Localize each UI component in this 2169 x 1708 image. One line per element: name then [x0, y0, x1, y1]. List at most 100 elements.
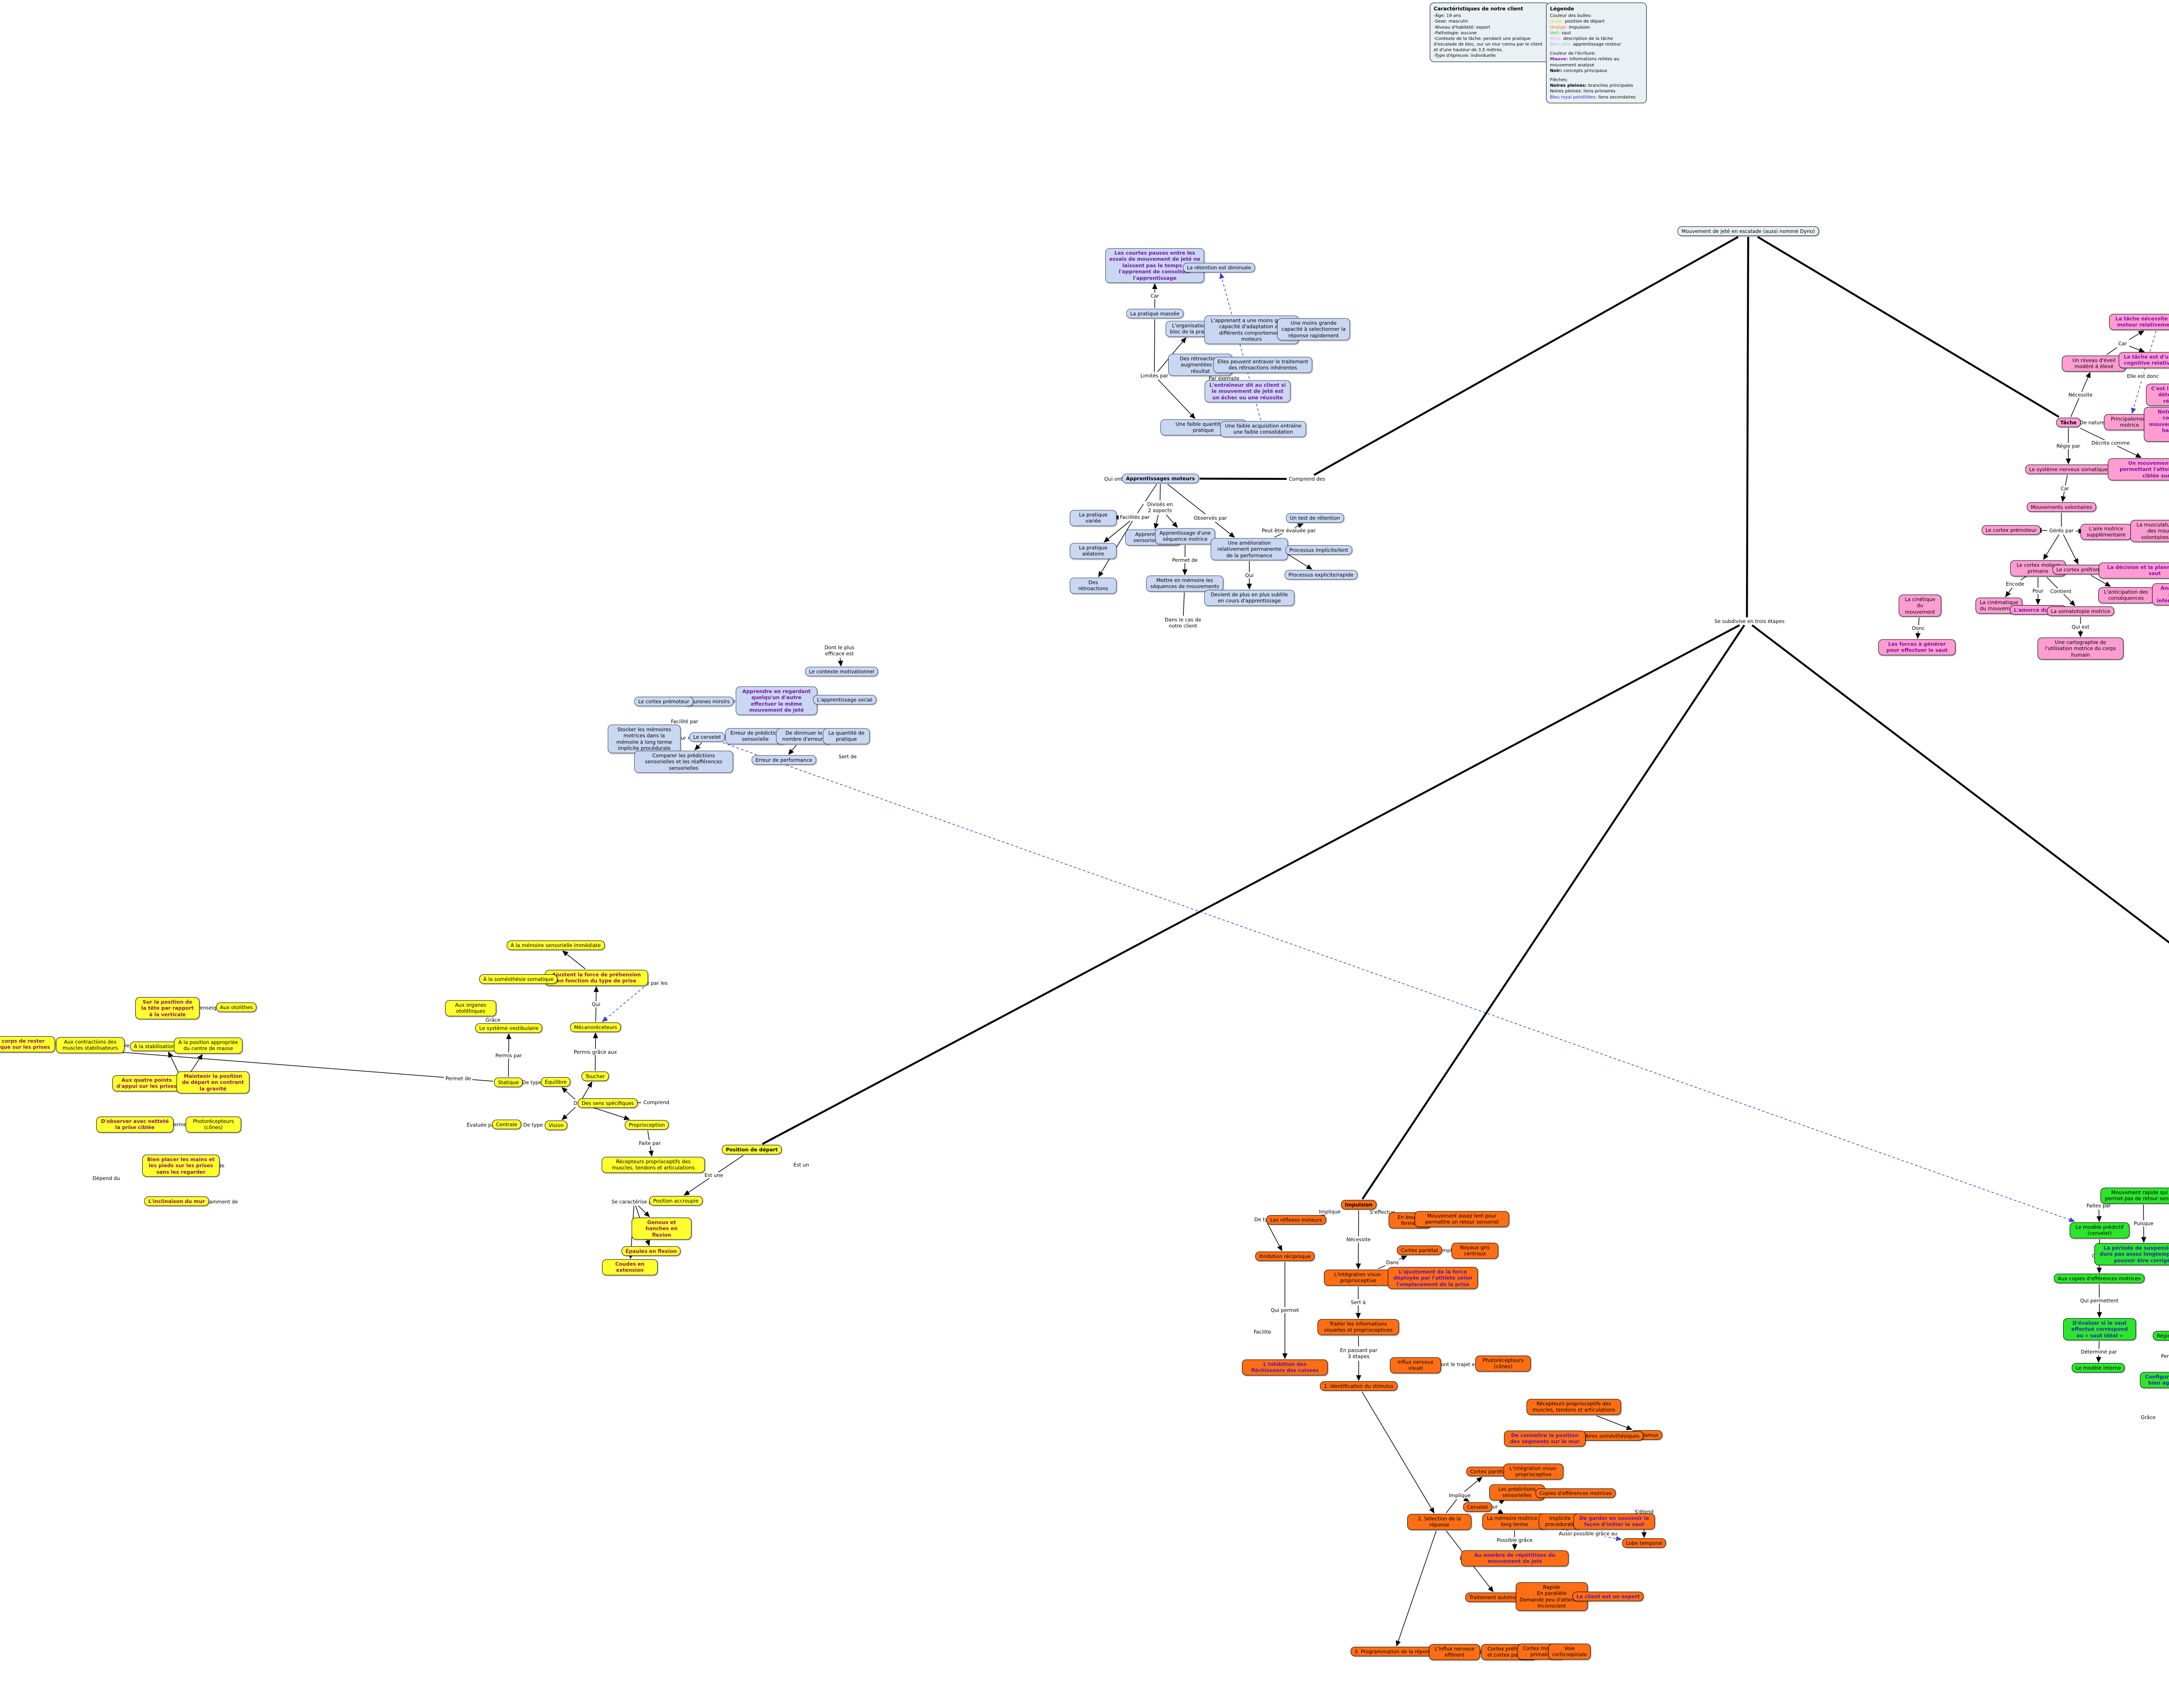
concept-node-b33[interactable]: La pratique aléatoire [1070, 543, 1117, 559]
concept-node-p13[interactable]: L'aire motrice supplémentaire [2081, 524, 2132, 540]
concept-node-y30[interactable]: Bien placer les mains et les pieds sur l… [142, 1154, 220, 1177]
concept-node-o1[interactable]: Impulsion [1341, 1200, 1376, 1210]
concept-node-o9[interactable]: Noyaux gris centraux [1451, 1242, 1498, 1259]
concept-node-o2[interactable]: Les réflexes moteurs [1266, 1215, 1326, 1225]
concept-node-b24[interactable]: Neurones miroirs [683, 696, 734, 707]
concept-node-b16[interactable]: Des rétroactions augmentées de résultat [1168, 354, 1232, 376]
concept-node-y25[interactable]: À la position appropriée du centre de ma… [174, 1037, 242, 1054]
concept-node-y2[interactable]: Position accroupie [649, 1196, 703, 1206]
concept-node-o_auto[interactable]: Traitement automatisé [1465, 1592, 1530, 1603]
concept-node-p7[interactable]: C'est l'exécution du saut qui détermine … [2146, 384, 2169, 406]
concept-node-p8[interactable]: Notre client est un expert, il connait d… [2144, 407, 2169, 442]
concept-node-o_lobe[interactable]: Lobe temporal [1622, 1538, 1666, 1548]
concept-node-b30[interactable]: La quantité de pratique [823, 728, 870, 744]
concept-node-y23[interactable]: Aux contractions des muscles stabilisate… [56, 1037, 125, 1053]
concept-node-o_mem[interactable]: La mémoire motrice à long terme [1482, 1513, 1546, 1530]
concept-node-o_cerv[interactable]: Cervelet [1463, 1502, 1492, 1512]
concept-node-p9[interactable]: Le système nerveux somatique [2025, 464, 2112, 475]
concept-node-p1[interactable]: Tâche [2056, 417, 2081, 428]
concept-node-p22[interactable]: La somatotopie motrice [2047, 606, 2114, 616]
concept-node-p24[interactable]: La cinétique du mouvement [1899, 594, 1941, 617]
concept-node-p12[interactable]: Le cortex prémoteur [1982, 525, 2041, 535]
concept-node-p3[interactable]: La tâche nécessite un contrôle moteur re… [2109, 314, 2169, 330]
concept-node-y26[interactable]: Aux quatre points d'appui sur les prises [112, 1075, 181, 1092]
concept-node-y20[interactable]: Aux otolithes [216, 1002, 257, 1013]
concept-node-o7b[interactable]: L'intégration visuo-proprioceptive [1504, 1463, 1563, 1480]
concept-node-y18[interactable]: Le système vestibulaire [475, 1023, 543, 1033]
concept-node-g14[interactable]: Aux copies d'efférences motrices [2054, 1273, 2145, 1284]
concept-node-y31[interactable]: L'inclinaison du mur [144, 1196, 209, 1206]
concept-node-o6[interactable]: Mouvement assez lent pour permettre un r… [1415, 1211, 1509, 1227]
concept-node-o12[interactable]: 1. Identification du stimulus [1320, 1381, 1398, 1391]
concept-node-y1[interactable]: Position de départ [722, 1144, 782, 1155]
concept-node-p10[interactable]: Un mouvement dynamique permettant l'atte… [2108, 458, 2169, 481]
concept-node-p23[interactable]: Une cartographie de l'utilisation motric… [2038, 637, 2123, 660]
concept-node-g11[interactable]: Mouvement rapide qui ne permet pas de re… [2100, 1187, 2169, 1204]
concept-node-y14[interactable]: À la somésthésie somatique [479, 974, 558, 984]
concept-node-o8b[interactable]: Cortex pariétal [1466, 1466, 1511, 1477]
concept-node-b31[interactable]: Comparer les prédictions sensorielles et… [634, 751, 733, 773]
concept-node-y28[interactable]: D'observer avec netteté la prise ciblée [96, 1116, 174, 1133]
concept-node-b9[interactable]: Devient de plus en plus subtile en cours… [1204, 590, 1294, 606]
concept-node-o4[interactable]: L'inhibition des fléchisseurs des cuisse… [1242, 1359, 1328, 1376]
concept-node-b4[interactable]: Mettre en mémoire les séquences de mouve… [1146, 575, 1223, 592]
concept-node-o_rp[interactable]: Récepteurs proprioceptifs des muscles, t… [1527, 1399, 1621, 1415]
concept-node-b1[interactable]: Apprentissages moteurs [1122, 473, 1199, 484]
concept-node-y12[interactable]: Mécanoréceteurs [570, 1022, 621, 1033]
concept-node-b15[interactable]: Une moins grande capacité à selectionner… [1277, 318, 1350, 341]
concept-node-y7[interactable]: Récepteurs proprioceptifs des muscles, t… [602, 1157, 705, 1173]
concept-node-o3[interactable]: Ihnibition réciproque [1255, 1251, 1315, 1262]
concept-node-b22[interactable]: Apprendre en regardant quelqu'un d'autre… [736, 686, 817, 715]
concept-node-o_sel[interactable]: 2. Sélection de la réponse [1407, 1514, 1471, 1530]
concept-node-b12[interactable]: La pratique massée [1126, 308, 1183, 319]
concept-node-g13[interactable]: Le modèle prédictif (cervelet) [2070, 1222, 2130, 1239]
concept-node-b35[interactable]: La pratique variée [1070, 510, 1117, 526]
concept-node-o_expert[interactable]: Le client est un expert [1572, 1591, 1644, 1602]
concept-node-b7[interactable]: Processus implicite/lent [1285, 545, 1352, 555]
concept-node-b34[interactable]: Des rétroactions [1070, 577, 1117, 594]
concept-node-y27[interactable]: Maintenir la position de départ en contr… [177, 1071, 249, 1094]
concept-node-y22[interactable]: Au corps de rester statique sur les pris… [0, 1036, 55, 1052]
concept-node-b25[interactable]: Le cortex prémoteur [634, 696, 693, 707]
concept-node-y4[interactable]: Épaules en flexion [621, 1246, 681, 1256]
concept-node-g9[interactable]: Configurer la main pour bien aggriper la… [2140, 1372, 2169, 1388]
concept-node-g12[interactable]: La période de suspension ne dure pas ass… [2094, 1243, 2169, 1265]
concept-node-y3[interactable]: Genoux et hanches en flexion [632, 1217, 691, 1240]
concept-node-p14[interactable]: La musculature proximale des mouvements … [2130, 520, 2169, 542]
concept-node-g15[interactable]: D'évaluer si le saut effectué correspond… [2063, 1318, 2136, 1341]
concept-node-y6[interactable]: Proprioception [625, 1120, 669, 1130]
concept-node-b5[interactable]: Une amélioration relativement permanente… [1211, 538, 1288, 561]
concept-node-b23[interactable]: L'apprentissage social [813, 695, 876, 705]
concept-node-b27[interactable]: Le cervelet [689, 732, 725, 742]
concept-node-o10[interactable]: L'ajustement de la force déployée par l'… [1388, 1267, 1478, 1289]
concept-node-b20[interactable]: Une faible acquisition entraîne une faib… [1220, 421, 1306, 437]
concept-node-p11[interactable]: Mouvements volontaires [2027, 502, 2096, 512]
concept-node-y13[interactable]: Ajustent la force de préhension en fonct… [545, 970, 648, 986]
concept-node-y8[interactable]: Vision [544, 1120, 568, 1131]
concept-node-p17[interactable]: La décision et la plannification du saut [2099, 562, 2169, 579]
concept-node-r1[interactable]: Mouvement de jeté en escalade (aussi nom… [1678, 226, 1819, 236]
concept-node-o_aires[interactable]: Aires somésthésiques [1581, 1431, 1644, 1441]
concept-node-b32[interactable]: Erreur de performance [751, 755, 816, 765]
concept-node-y10[interactable]: Des sens spécifiques [577, 1098, 638, 1108]
concept-node-o13[interactable]: Influx nerveux visuel [1390, 1357, 1441, 1374]
concept-node-b6[interactable]: Un test de rétention [1286, 513, 1344, 523]
concept-node-g16[interactable]: Le modèle interne [2071, 1363, 2125, 1373]
concept-node-o_voie[interactable]: Voie corticospinale [1548, 1643, 1591, 1660]
concept-node-g7[interactable]: Régions ventrales [2153, 1331, 2169, 1341]
concept-node-o_cop[interactable]: Copies d'efférences motrices [1535, 1488, 1616, 1498]
concept-node-p19[interactable]: Analayser rapidement la position des pri… [2152, 583, 2169, 606]
concept-node-o14[interactable]: Photorécepteurs (cônes) [1475, 1355, 1531, 1372]
concept-node-o_conn[interactable]: De connaître la position des segments su… [1504, 1430, 1586, 1447]
concept-node-b17[interactable]: Elles peuvent entraver le traitement des… [1213, 357, 1312, 373]
concept-node-b21[interactable]: Le contexte motivationnel [805, 666, 878, 677]
concept-node-b18[interactable]: L'entraîneur dit au client si le mouveme… [1205, 380, 1291, 403]
concept-node-y5[interactable]: Coudes en extension [602, 1259, 658, 1275]
concept-node-y11[interactable]: Toucher [581, 1071, 609, 1082]
concept-node-p18[interactable]: L'anticipation des conséquences [2098, 587, 2154, 603]
concept-node-o8[interactable]: Cortex pariétal [1397, 1245, 1442, 1256]
concept-node-o7[interactable]: L'intégration visuo-proprioceptive [1324, 1269, 1392, 1286]
concept-node-y29[interactable]: Photorécepteurs (cônes) [186, 1116, 241, 1133]
concept-node-y9[interactable]: Centrale [492, 1119, 521, 1130]
concept-node-b8[interactable]: Processus explicite/rapide [1284, 570, 1357, 580]
